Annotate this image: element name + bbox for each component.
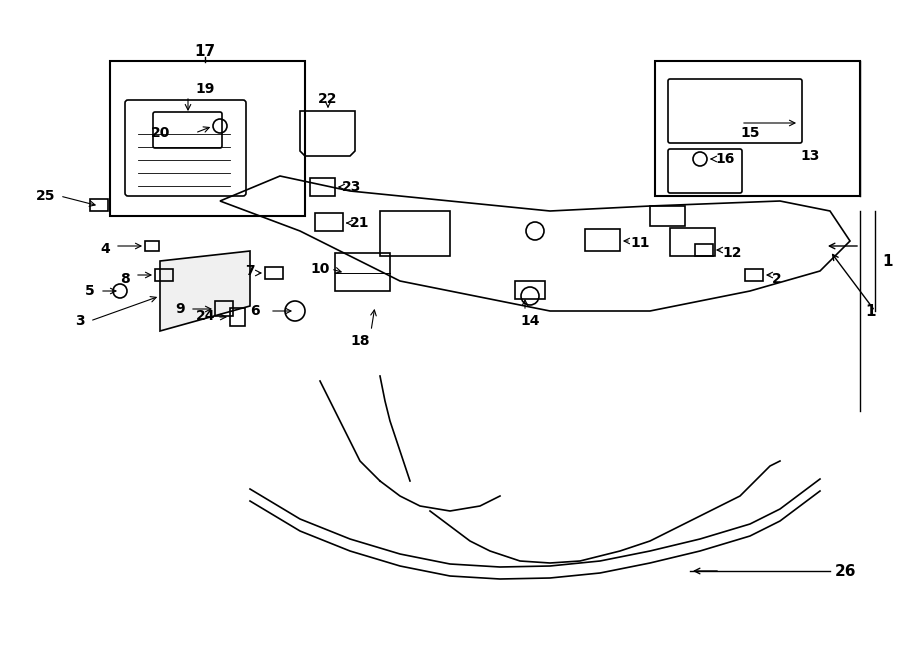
Text: 7: 7: [246, 264, 255, 278]
Text: 18: 18: [350, 334, 370, 348]
Bar: [215, 301, 233, 316]
Text: 19: 19: [195, 82, 215, 96]
Text: 9: 9: [176, 302, 185, 316]
Bar: [745, 269, 763, 281]
Text: 5: 5: [86, 284, 95, 298]
Bar: [670, 228, 715, 256]
Text: 6: 6: [250, 304, 260, 318]
Bar: [585, 229, 620, 251]
Text: 25: 25: [35, 189, 55, 203]
Text: 23: 23: [342, 180, 362, 194]
Text: 11: 11: [630, 236, 650, 250]
Bar: [90, 199, 108, 211]
Bar: [110, 61, 305, 216]
Text: 16: 16: [715, 152, 734, 166]
Bar: [155, 269, 173, 281]
Bar: [265, 267, 283, 279]
Text: 3: 3: [76, 314, 85, 328]
Text: 12: 12: [722, 246, 742, 260]
Text: 4: 4: [100, 242, 110, 256]
Bar: [335, 253, 390, 291]
Bar: [515, 281, 545, 299]
Bar: [230, 308, 245, 326]
Text: 10: 10: [310, 262, 330, 276]
Text: 21: 21: [350, 216, 370, 230]
Text: 1: 1: [865, 303, 876, 319]
Text: 17: 17: [194, 44, 216, 59]
Text: 8: 8: [121, 272, 130, 286]
Text: 20: 20: [150, 126, 170, 140]
Text: 13: 13: [800, 149, 819, 163]
Bar: [695, 244, 713, 256]
Text: 24: 24: [195, 309, 215, 323]
Bar: [380, 211, 450, 256]
PathPatch shape: [160, 251, 250, 331]
Text: 15: 15: [740, 126, 760, 140]
Bar: [655, 61, 860, 196]
Text: 26: 26: [835, 563, 857, 578]
Bar: [145, 241, 159, 251]
Text: 14: 14: [520, 314, 540, 328]
Bar: [315, 213, 343, 231]
Text: 22: 22: [319, 92, 338, 106]
Bar: [650, 206, 685, 226]
Text: 1: 1: [882, 254, 893, 268]
Text: 2: 2: [772, 272, 782, 286]
Bar: [310, 178, 335, 196]
